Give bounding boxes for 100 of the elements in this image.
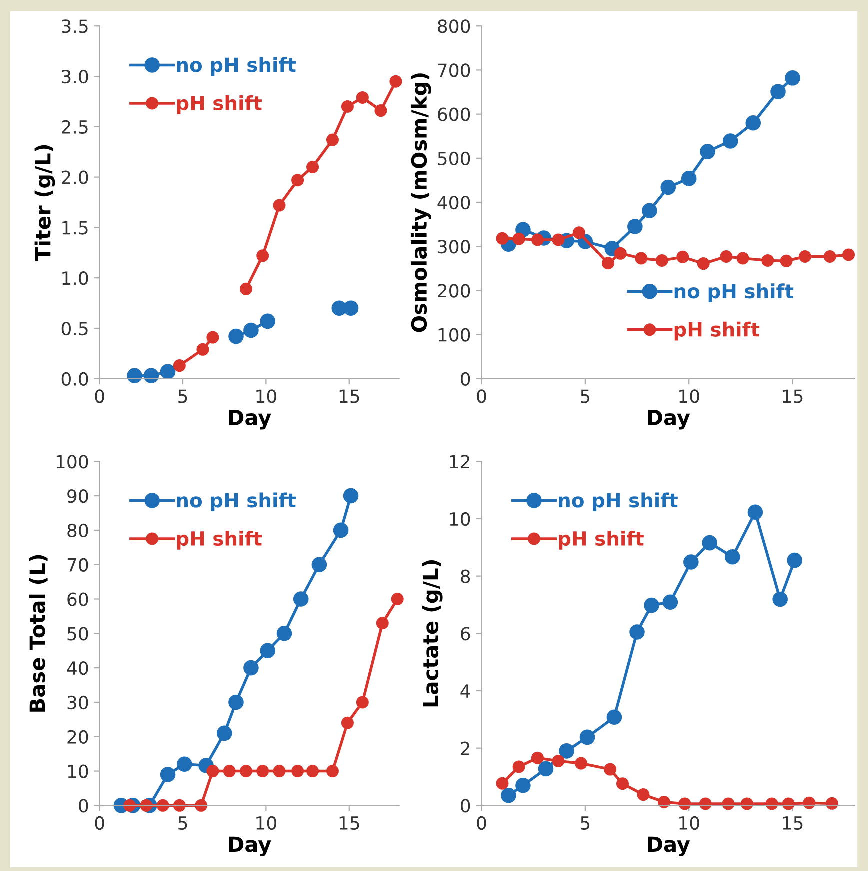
- point: [343, 300, 359, 316]
- point: [662, 594, 678, 610]
- point: [700, 144, 716, 160]
- y-tick-label: 80: [68, 524, 88, 538]
- x-tick-label: 5: [178, 390, 188, 404]
- y-tick-label: 0: [79, 799, 88, 813]
- point: [326, 134, 339, 146]
- point: [660, 180, 676, 196]
- y-tick-label: 0.0: [62, 372, 88, 386]
- y-tick-label: 100: [56, 455, 88, 469]
- x-tick-label: 0: [95, 816, 104, 830]
- point: [637, 788, 650, 802]
- point: [228, 328, 244, 344]
- x-tick-label: 10: [680, 390, 700, 404]
- x-tick-label: 0: [477, 390, 486, 404]
- y-tick-label: 90: [68, 489, 88, 504]
- point: [720, 250, 733, 263]
- point: [531, 234, 544, 246]
- point: [512, 232, 526, 246]
- point: [842, 248, 856, 262]
- point: [656, 254, 668, 267]
- point: [312, 557, 328, 572]
- point: [512, 760, 526, 774]
- y-tick-label: 0: [461, 799, 470, 813]
- point: [736, 252, 750, 265]
- point: [292, 174, 304, 187]
- point: [244, 660, 259, 676]
- point: [658, 796, 670, 808]
- point: [292, 765, 304, 778]
- point: [572, 226, 586, 240]
- point: [642, 203, 658, 219]
- point: [260, 314, 276, 330]
- point: [276, 626, 292, 642]
- y-tick-label: 70: [68, 558, 88, 572]
- x-tick-label: 0: [95, 390, 104, 404]
- y-tick-label: 400: [438, 196, 470, 210]
- point: [144, 368, 160, 384]
- point: [531, 752, 544, 764]
- point: [746, 116, 762, 131]
- point: [390, 75, 402, 88]
- point: [256, 250, 270, 262]
- x-axis-title: Day: [648, 410, 690, 430]
- point: [722, 798, 735, 810]
- point: [496, 232, 509, 245]
- point: [748, 504, 764, 520]
- point: [722, 134, 738, 149]
- x-tick-label: 5: [581, 390, 590, 404]
- point: [376, 617, 389, 630]
- point: [766, 798, 778, 810]
- point: [740, 798, 754, 810]
- y-tick-label: 0: [461, 372, 470, 386]
- point: [770, 84, 786, 100]
- point: [678, 798, 692, 810]
- point: [391, 593, 404, 606]
- x-tick-label: 15: [783, 816, 803, 830]
- x-axis-title: Day: [229, 410, 272, 430]
- point: [341, 100, 354, 114]
- point: [772, 592, 788, 608]
- point: [606, 710, 622, 726]
- point: [630, 624, 645, 640]
- point: [559, 744, 574, 759]
- point: [256, 765, 270, 778]
- point: [614, 247, 627, 260]
- point: [240, 282, 252, 296]
- point: [552, 234, 565, 246]
- point: [785, 70, 800, 86]
- y-tick-label: 600: [438, 108, 470, 122]
- legend-label: no pH shift: [674, 284, 794, 302]
- point: [160, 364, 176, 380]
- point: [575, 757, 588, 770]
- y-tick-label: 500: [438, 152, 470, 166]
- point: [206, 765, 220, 778]
- point: [635, 252, 648, 265]
- point: [803, 796, 816, 810]
- point: [127, 368, 142, 384]
- x-tick-label: 10: [256, 816, 276, 830]
- point: [374, 104, 388, 118]
- point: [195, 799, 208, 812]
- point: [780, 254, 793, 268]
- point: [681, 171, 697, 186]
- legend-label: pH shift: [177, 531, 262, 550]
- point: [306, 160, 320, 174]
- point: [216, 726, 232, 742]
- point: [602, 257, 614, 270]
- point: [173, 799, 186, 812]
- point: [273, 765, 286, 778]
- x-axis-title: Day: [648, 836, 690, 857]
- point: [697, 258, 710, 270]
- point: [501, 788, 516, 804]
- point: [702, 535, 718, 551]
- y-axis-title: Osmolality (mOsm/kg): [410, 74, 432, 332]
- y-tick-label: 1.0: [62, 272, 88, 286]
- x-tick-label: 10: [680, 816, 700, 830]
- point: [206, 331, 220, 344]
- point: [223, 765, 236, 778]
- y-tick-label: 1.5: [62, 221, 88, 235]
- y-tick-label: 60: [68, 592, 88, 606]
- point: [676, 250, 690, 264]
- y-tick-label: 30: [68, 696, 88, 710]
- point: [228, 694, 244, 710]
